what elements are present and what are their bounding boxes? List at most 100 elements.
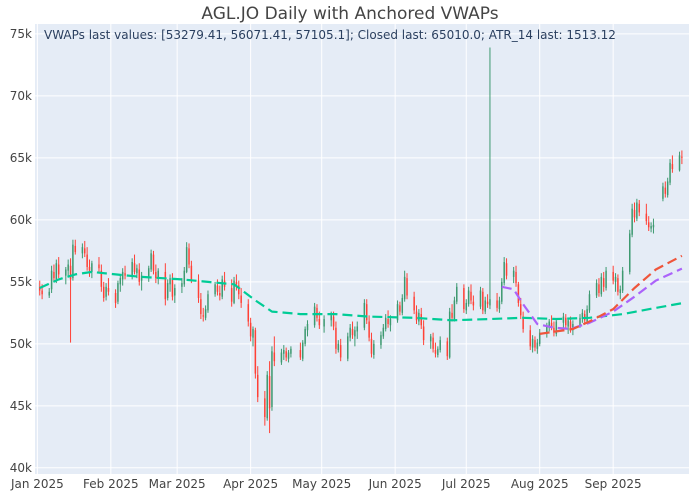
candle-body (252, 328, 254, 338)
candle-body (629, 233, 631, 272)
candle-body (382, 327, 385, 337)
x-tick-label: Jun 2025 (368, 477, 422, 491)
candle-body (188, 248, 190, 265)
candle-body (453, 300, 456, 320)
candle-body (216, 285, 219, 292)
candle-body (306, 324, 309, 331)
plot-area (35, 24, 689, 474)
candle-body (617, 278, 619, 292)
candle-body (247, 304, 250, 322)
candle-body (332, 316, 335, 327)
candle-body (271, 351, 273, 408)
candle-body (472, 301, 475, 306)
candle-body (169, 278, 171, 285)
stats-annotation: VWAPs last values: [53279.41, 56071.41, … (44, 28, 616, 42)
x-tick-label: Sep 2025 (585, 477, 642, 491)
candle-body (522, 316, 524, 329)
candle-body (254, 330, 257, 374)
y-tick-label: 60k (10, 213, 32, 227)
candle-body (619, 289, 622, 294)
candle-body (335, 327, 337, 349)
candle-body (266, 374, 268, 419)
candle-body (384, 317, 387, 329)
candle-body (636, 202, 638, 219)
vwap-line-2 (501, 267, 683, 331)
candle-body (238, 285, 240, 295)
candle-body (138, 269, 141, 282)
candle-body (631, 208, 633, 235)
candle-body (536, 342, 539, 349)
candle-body (569, 321, 572, 329)
candle-body (91, 263, 93, 272)
candle-body (465, 302, 468, 311)
candle-body (318, 319, 321, 326)
candle-body (406, 278, 408, 296)
candle-body (230, 288, 233, 302)
x-tick-label: May 2025 (292, 477, 351, 491)
candle-body (214, 284, 216, 295)
candle-body (48, 291, 50, 296)
candle-body (86, 254, 88, 267)
vwap-line-1 (39, 270, 683, 322)
candle-body (669, 162, 671, 183)
candle-body (621, 270, 624, 291)
candle-body (451, 312, 453, 318)
candle-body (287, 352, 290, 359)
candle-body (498, 300, 501, 310)
x-tick-label: Jul 2025 (441, 477, 491, 491)
x-tick-label: Mar 2025 (149, 477, 206, 491)
candle-body (512, 270, 515, 277)
candle-body (565, 317, 567, 326)
candle-body (290, 348, 292, 354)
candle-body (439, 340, 441, 351)
candle-body (484, 300, 486, 312)
candle-body (302, 342, 304, 359)
candle-body (515, 271, 517, 284)
candle-body (124, 273, 126, 276)
candle-body (316, 307, 318, 318)
grid-lines (35, 24, 689, 474)
candle-body (456, 286, 458, 302)
candle-body (57, 264, 60, 275)
candle-body (50, 270, 53, 290)
candle-body (67, 264, 69, 271)
candle-body (567, 320, 569, 327)
candle-body (489, 299, 491, 306)
candle-body (633, 209, 636, 218)
candle-body (437, 348, 439, 355)
candle-body (602, 278, 605, 287)
candle-body (147, 268, 150, 277)
candle-body (185, 247, 188, 272)
candle-body (434, 350, 437, 354)
candle-body (647, 222, 650, 228)
candle-body (482, 291, 484, 311)
candle-body (72, 244, 74, 279)
candle-body (174, 288, 176, 296)
candle-body (136, 268, 138, 274)
candle-body (662, 186, 664, 199)
candle-body (304, 328, 306, 344)
candle-body (155, 271, 157, 279)
candle-body (546, 326, 548, 334)
candle-body (69, 265, 72, 280)
x-axis-tick-labels: Jan 2025 Feb 2025 Mar 2025 Apr 2025 May 2025… (10, 477, 642, 491)
candle-body (373, 343, 375, 355)
candle-body (197, 280, 200, 298)
y-tick-label: 50k (10, 337, 32, 351)
candle-body (652, 224, 655, 228)
candle-body (354, 330, 356, 337)
candle-body (467, 290, 470, 305)
candle-body (114, 293, 117, 303)
candle-body (313, 306, 316, 326)
candle-body (422, 326, 425, 341)
candle-body (368, 321, 370, 338)
candle-body (505, 263, 508, 276)
candle-body (233, 280, 235, 303)
candle-body (579, 317, 581, 326)
candle-body (347, 336, 349, 359)
candle-body (614, 276, 617, 282)
candle-body (200, 299, 202, 315)
candle-body (98, 264, 100, 269)
y-tick-label: 65k (10, 151, 32, 165)
